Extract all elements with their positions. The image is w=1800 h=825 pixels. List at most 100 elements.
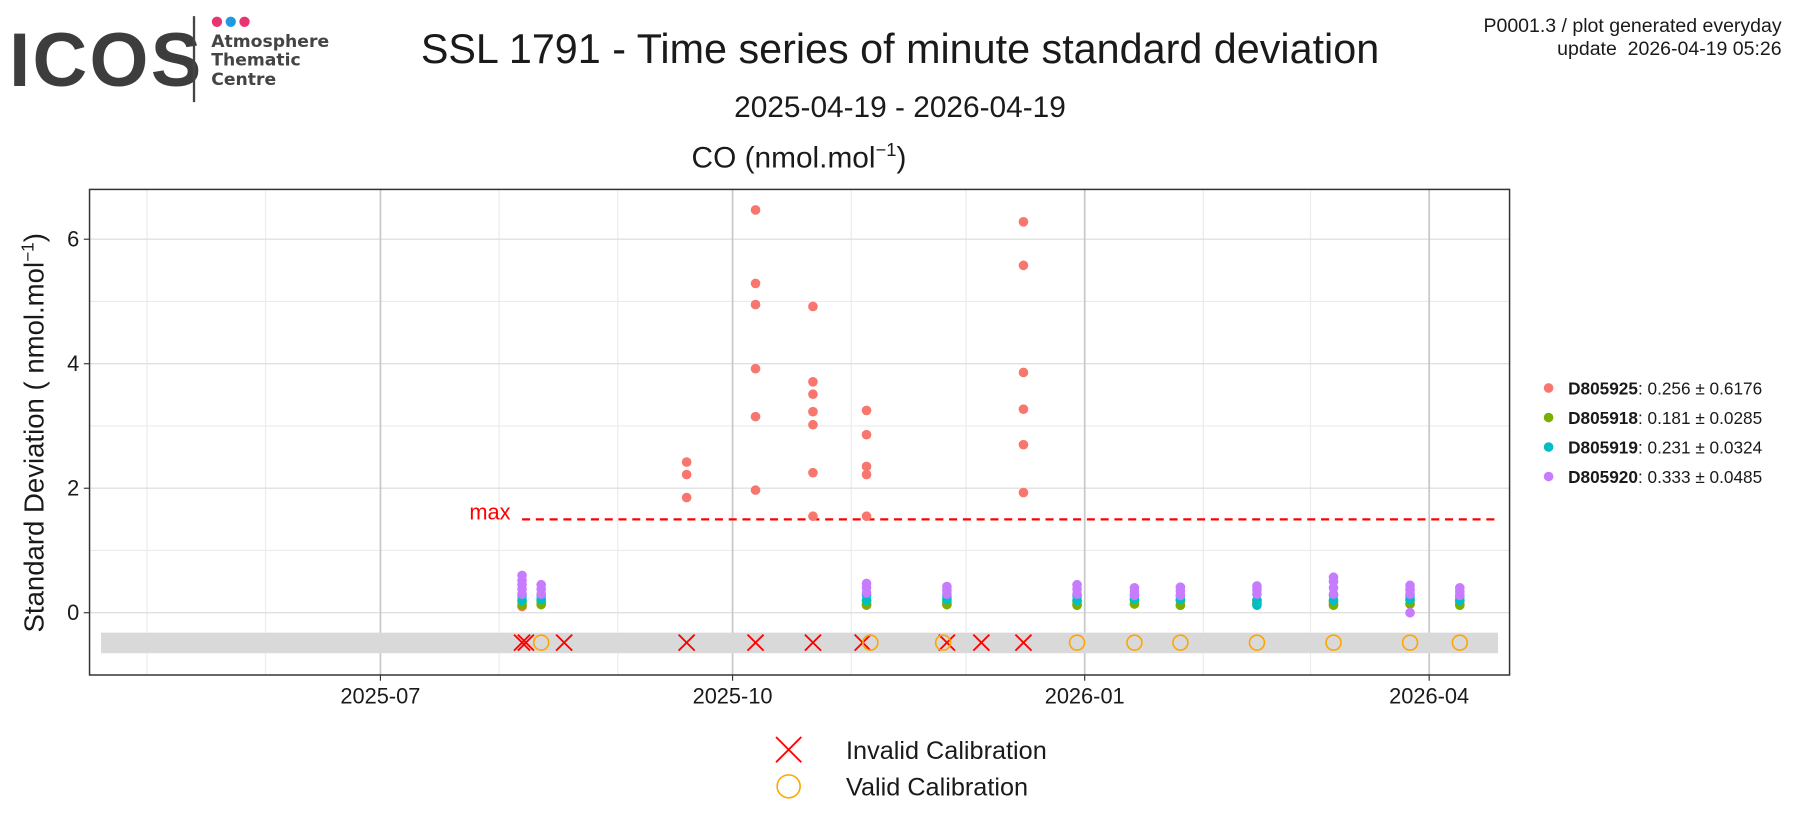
y-label-suffix: )	[19, 233, 50, 242]
legend-swatch	[1543, 383, 1554, 393]
data-point	[1018, 260, 1029, 271]
y-tick-label: 4	[67, 351, 79, 376]
invalid-calibration	[517, 633, 535, 652]
invalid-calibration	[804, 633, 822, 652]
valid-calibration	[1068, 634, 1086, 651]
data-point	[536, 579, 547, 590]
logo-text: Thematic	[211, 50, 301, 70]
legend-stats: : 0.256 ± 0.6176	[1638, 378, 1762, 398]
legend-name: D805918	[1568, 408, 1638, 428]
legend-swatch	[1543, 471, 1554, 482]
data-point	[861, 405, 872, 416]
data-point	[1328, 572, 1339, 583]
y-label-text: Standard Deviation ( nmol.mol	[19, 262, 50, 633]
legend-label: D805918: 0.181 ± 0.0285	[1568, 408, 1762, 428]
data-point	[1175, 582, 1186, 593]
legend-name: D805920	[1568, 467, 1638, 487]
data-point	[1018, 404, 1029, 414]
x-tick-label: 2026-04	[1389, 684, 1469, 709]
data-point	[1454, 583, 1465, 593]
data-point	[808, 376, 818, 387]
valid-calibration	[1401, 634, 1419, 651]
valid-calibration	[1172, 634, 1189, 651]
data-point	[808, 511, 818, 522]
legend-label: Valid Calibration	[846, 774, 1028, 802]
y-label-sup: −1	[17, 242, 37, 262]
valid-calibration	[1325, 634, 1342, 651]
data-point	[808, 389, 818, 400]
valid-calibration	[1126, 634, 1143, 651]
logo-dot	[211, 16, 223, 27]
data-point	[1252, 581, 1262, 591]
valid-calibration	[862, 634, 879, 651]
panel-title: CO (nmol.mol−1)	[692, 139, 907, 174]
data-point	[1018, 216, 1029, 227]
data-point	[517, 570, 527, 581]
valid-calibration	[532, 634, 550, 651]
data-point	[808, 419, 818, 430]
legend-swatch	[1543, 412, 1554, 423]
valid-calibration	[1451, 634, 1469, 651]
y-axis-label: Standard Deviation ( nmol.mol−1)	[17, 233, 49, 632]
data-point	[942, 581, 952, 592]
panel-title-text: CO (nmol.mol	[692, 142, 876, 175]
legend-name: D805919	[1568, 437, 1638, 457]
invalid-calibration	[972, 633, 991, 652]
logo: ICOS	[9, 18, 203, 103]
data-point	[750, 411, 761, 422]
data-point	[750, 205, 761, 215]
invalid-calibration	[677, 633, 696, 652]
panel-title-sup: −1	[876, 139, 897, 160]
legend-swatch	[1543, 442, 1554, 452]
y-tick-label: 2	[67, 476, 79, 501]
data-point	[808, 467, 818, 478]
invalid-calibration	[746, 633, 765, 652]
y-tick-label: 0	[67, 600, 79, 625]
data-point	[808, 406, 818, 417]
invalid-calibration	[555, 633, 573, 652]
data-point	[861, 469, 872, 480]
legend-swatch	[775, 736, 802, 763]
data-point	[681, 492, 692, 503]
data-point	[861, 429, 872, 440]
data-point	[861, 461, 872, 472]
invalid-calibration	[1014, 633, 1033, 652]
data-point	[750, 363, 761, 374]
logo-text: Atmosphere	[211, 32, 329, 52]
legend-label: D805920: 0.333 ± 0.0485	[1568, 467, 1762, 487]
valid-calibration	[1248, 634, 1266, 651]
plot-border	[88, 188, 1511, 676]
data-point	[861, 511, 872, 522]
data-point	[681, 469, 692, 480]
chart-subtitle: 2025-04-19 - 2026-04-19	[734, 91, 1066, 124]
data-point	[750, 278, 761, 289]
data-point	[808, 301, 818, 312]
data-point	[681, 457, 692, 467]
x-tick-label: 2026-01	[1045, 684, 1125, 709]
logo-dot	[225, 16, 236, 27]
valid-calibration	[934, 634, 952, 651]
calibration-band	[101, 632, 1499, 654]
x-tick-label: 2025-07	[340, 684, 420, 709]
x-tick-label: 2025-10	[693, 684, 773, 709]
logo-dot	[239, 16, 250, 27]
data-point	[1018, 487, 1029, 498]
legend-stats: : 0.181 ± 0.0285	[1638, 408, 1762, 428]
legend-label: D805925: 0.256 ± 0.6176	[1568, 378, 1762, 398]
logo-text: Centre	[211, 70, 276, 90]
max-label: max	[469, 499, 510, 524]
data-point	[1018, 439, 1029, 450]
invalid-calibration	[938, 633, 956, 652]
invalid-calibration	[513, 633, 531, 652]
legend-label: D805919: 0.231 ± 0.0324	[1568, 437, 1763, 457]
info-text: update 2026-04-19 05:26	[1557, 38, 1781, 60]
data-point	[750, 485, 761, 495]
data-point	[1129, 583, 1140, 593]
panel-title-suffix: )	[896, 142, 906, 175]
info-text: P0001.3 / plot generated everyday	[1483, 15, 1781, 37]
legend-label: Invalid Calibration	[846, 737, 1047, 765]
y-tick-label: 6	[67, 227, 79, 252]
legend-name: D805925	[1568, 378, 1638, 398]
